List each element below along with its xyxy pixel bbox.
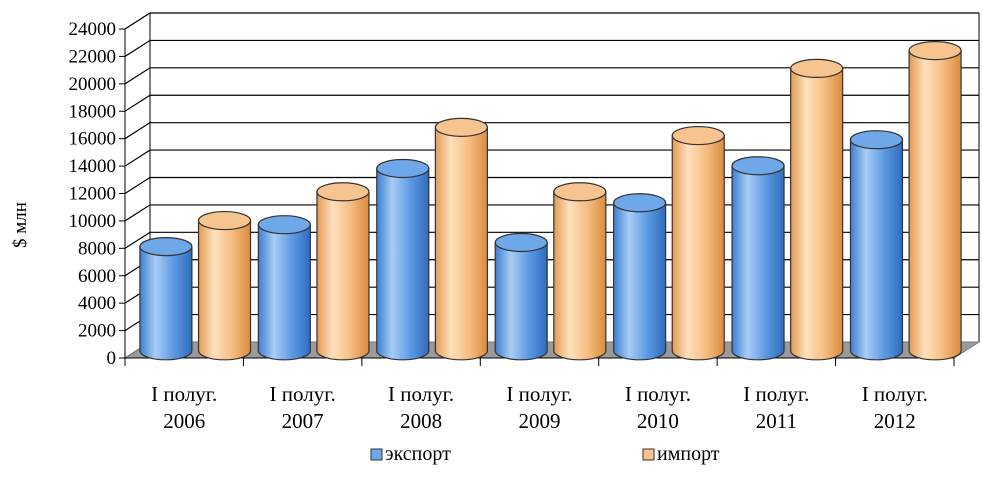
bar-body	[849, 139, 904, 361]
bar-top	[494, 232, 548, 253]
bar-top	[197, 210, 252, 231]
x-tick-label: 2008	[400, 409, 442, 433]
bar-body	[553, 191, 607, 361]
bar-top	[908, 40, 962, 61]
legend-item-экспорт: экспорт	[370, 443, 451, 465]
bar-экспорт-6	[849, 130, 904, 361]
y-axis: 0 2000 4000 6000 8000 10000 12000 14000 16000 180…	[69, 19, 126, 369]
x-tick-label: 2007	[282, 409, 324, 433]
x-tick-label: 2012	[874, 409, 916, 433]
bar-top	[613, 193, 667, 213]
y-tick-label: 22000	[69, 46, 117, 67]
bar-импорт-3	[553, 182, 607, 361]
x-tick-label: 2009	[519, 409, 561, 433]
bar-body	[494, 241, 548, 361]
x-tick-label: I полуг.	[625, 382, 691, 406]
bar-body	[139, 246, 193, 361]
bar-импорт-4	[671, 125, 725, 361]
bar-top	[434, 117, 488, 137]
bar-body	[316, 191, 370, 361]
legend-swatch	[370, 448, 383, 461]
bar-экспорт-2	[376, 158, 430, 361]
legend-item-импорт: импорт	[642, 443, 720, 465]
bar-экспорт-1	[257, 215, 311, 361]
bar-импорт-6	[908, 40, 962, 361]
y-tick-label: 14000	[69, 156, 117, 177]
bar-body	[376, 167, 430, 361]
gridline	[124, 39, 979, 57]
bar-series	[139, 40, 962, 361]
x-tick-label: I полуг.	[270, 382, 336, 406]
bar-top	[553, 182, 607, 202]
bar-body	[434, 126, 488, 361]
y-tick-label: 2000	[78, 321, 116, 342]
legend-label: экспорт	[385, 443, 451, 465]
bar-top	[731, 156, 785, 176]
x-tick-label: I полуг.	[743, 382, 809, 406]
x-tick-label: I полуг.	[151, 382, 217, 406]
bar-импорт-0	[197, 210, 252, 361]
y-tick-label: 18000	[69, 101, 117, 122]
bar-top	[849, 130, 904, 150]
y-tick-label: 0	[107, 348, 117, 369]
legend-label: импорт	[657, 443, 720, 465]
x-tick-label: 2006	[163, 409, 205, 433]
gridline	[124, 12, 979, 30]
x-tick-label: 2011	[756, 409, 797, 433]
y-tick-label: 20000	[69, 74, 117, 95]
x-tick-label: I полуг.	[506, 382, 572, 406]
x-tick-label: I полуг.	[388, 382, 454, 406]
legend-swatch	[642, 448, 655, 461]
x-axis: I полуг. 2006 I полуг. 2007 I полуг. 2008 I по…	[124, 357, 955, 433]
y-tick-label: 10000	[69, 211, 117, 232]
y-tick-label: 4000	[78, 293, 116, 314]
gridline	[124, 122, 979, 140]
bar-top	[316, 182, 370, 202]
bar-top	[790, 58, 844, 79]
bar-экспорт-5	[731, 156, 785, 361]
bar-экспорт-3	[494, 232, 548, 361]
gridline	[124, 94, 979, 112]
bar-body	[257, 224, 311, 361]
bar-body	[197, 219, 252, 361]
bar-импорт-1	[316, 182, 370, 361]
bar-body	[790, 67, 844, 361]
x-tick-label: 2010	[637, 409, 679, 433]
y-tick-label: 12000	[69, 184, 117, 205]
y-tick-label: 16000	[69, 129, 117, 150]
bar-импорт-2	[434, 117, 488, 361]
bar-экспорт-4	[613, 193, 667, 361]
bar-top	[376, 158, 430, 179]
bar-top	[139, 237, 193, 257]
y-axis-label: $ млн	[10, 202, 31, 248]
bar-body	[908, 49, 962, 361]
bar-импорт-5	[790, 58, 844, 361]
gridline	[124, 67, 979, 85]
y-tick-label: 24000	[69, 19, 117, 40]
bar-body	[613, 202, 667, 361]
x-tick-label: I полуг.	[862, 382, 928, 406]
bar-top	[671, 125, 725, 146]
bar-экспорт-0	[139, 237, 193, 361]
bar-body	[671, 134, 725, 361]
y-tick-label: 8000	[78, 238, 116, 259]
bar-body	[731, 165, 785, 361]
bar-top	[257, 215, 311, 235]
legend: экспорт импорт	[370, 443, 720, 465]
y-tick-label: 6000	[78, 266, 116, 287]
